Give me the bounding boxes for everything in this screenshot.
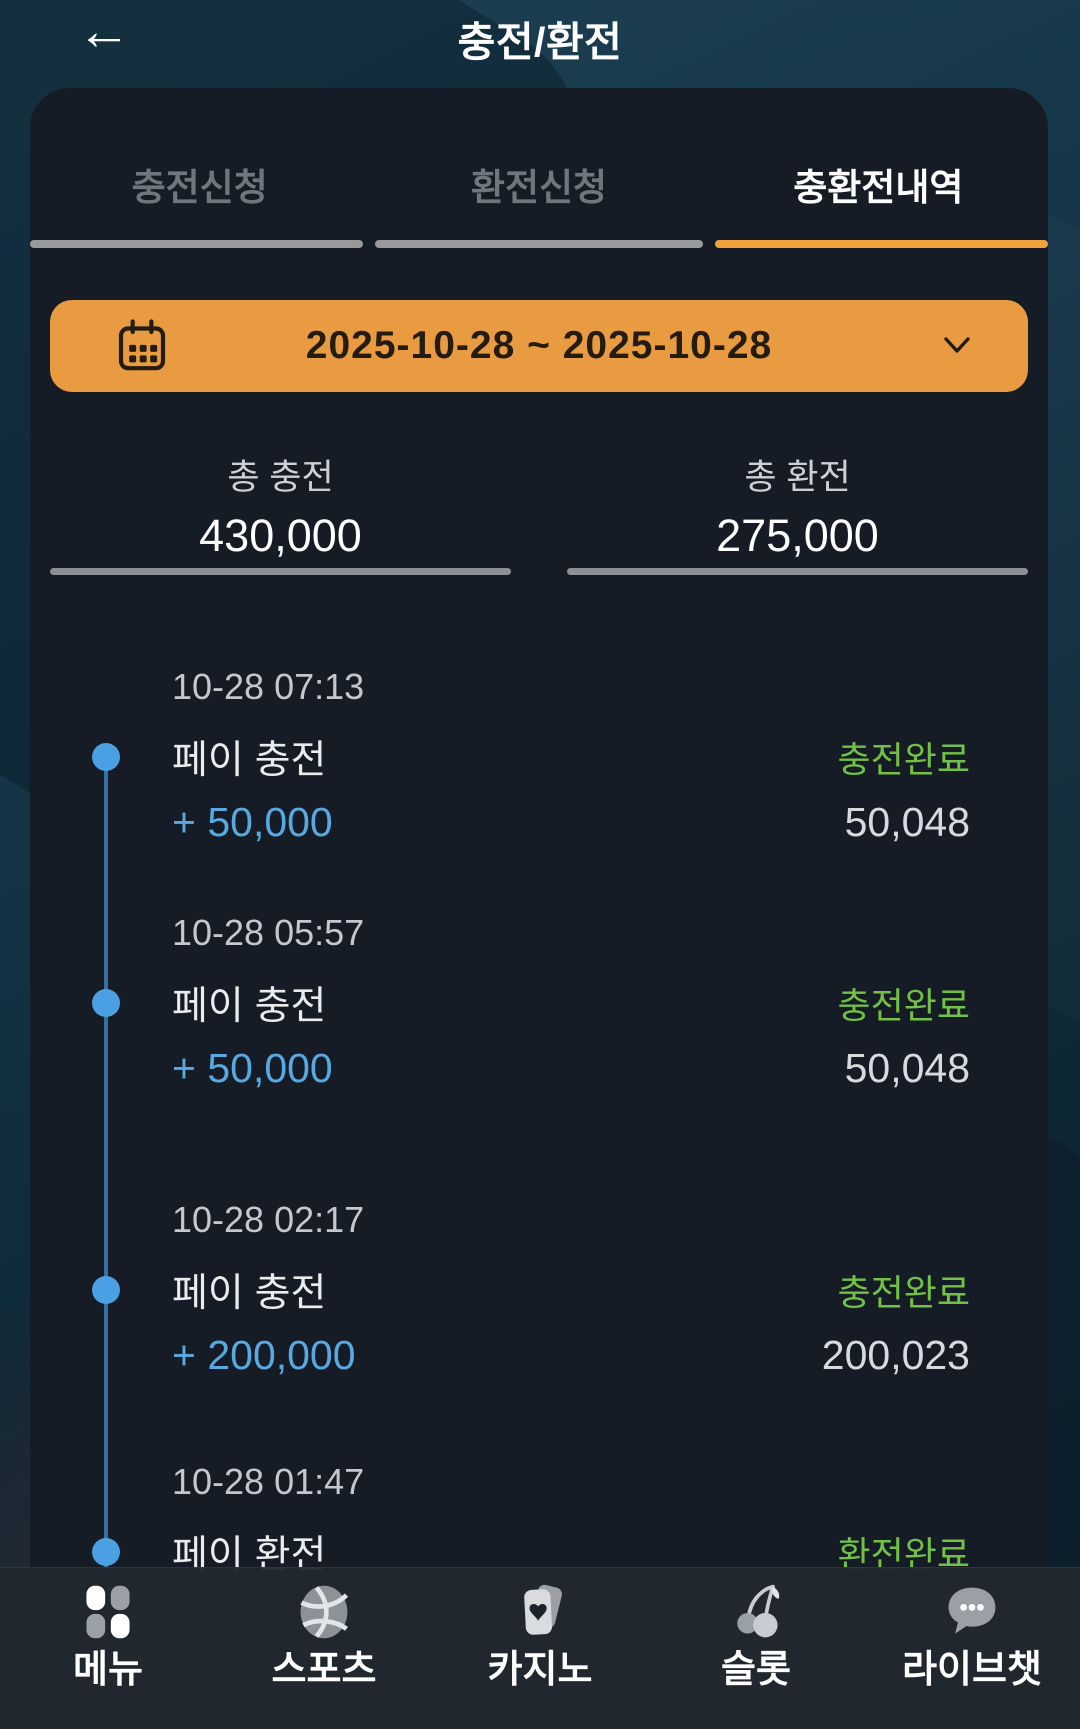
- transaction-item: 10-28 01:47 페이 환전 환전완료: [30, 1459, 1048, 1577]
- total-withdraw-value: 275,000: [716, 510, 879, 561]
- tab-label: 충전신청: [131, 167, 268, 208]
- tab-bar: 충전신청 환전신청 충환전내역: [30, 88, 1048, 248]
- tab-underline: [714, 240, 1048, 248]
- transaction-balance: 50,048: [844, 1044, 970, 1091]
- back-button[interactable]: ←: [64, 0, 144, 68]
- timeline-dot: [92, 743, 120, 771]
- arrow-left-icon: ←: [77, 1, 131, 61]
- tab-history[interactable]: 충환전내역: [709, 88, 1048, 248]
- nav-item-casino[interactable]: 카지노: [432, 1568, 648, 1692]
- transaction-status: 충전완료: [837, 1272, 970, 1313]
- transaction-amount: + 50,000: [172, 1044, 333, 1091]
- basketball-icon: [300, 1585, 349, 1639]
- date-range-selector[interactable]: 2025-10-28 ~ 2025-10-28: [50, 300, 1028, 392]
- total-deposit-label: 총 충전: [227, 458, 334, 497]
- transaction-amount: + 200,000: [172, 1331, 356, 1378]
- header: ← 충전/환전: [0, 0, 1080, 88]
- timeline-line: [104, 756, 108, 1574]
- total-deposit-value: 430,000: [199, 510, 362, 561]
- nav-label: 메뉴: [73, 1649, 143, 1691]
- transaction-status: 충전완료: [837, 985, 970, 1026]
- transaction-time: 10-28 05:57: [172, 912, 365, 953]
- transaction-time: 10-28 07:13: [172, 666, 365, 707]
- playing-cards-icon: [524, 1584, 562, 1635]
- nav-label: 카지노: [487, 1649, 593, 1691]
- tab-withdraw-request[interactable]: 환전신청: [369, 88, 708, 248]
- transaction-item: 10-28 05:57 페이 충전 충전완료 + 50,000 50,048: [30, 910, 1048, 1092]
- total-deposit-column: 총 충전 430,000: [50, 456, 511, 575]
- bottom-navigation: 메뉴 스포츠 카지노: [0, 1567, 1080, 1729]
- nav-label: 라이브챗: [902, 1649, 1042, 1691]
- transaction-time: 10-28 01:47: [172, 1461, 365, 1502]
- chevron-down-icon: [944, 337, 970, 353]
- nav-item-slots[interactable]: 슬롯: [648, 1568, 864, 1692]
- transaction-list[interactable]: 10-28 07:13 페이 충전 충전완료 + 50,000 50,048 1…: [30, 664, 1048, 1729]
- summary-divider: [50, 568, 511, 575]
- cherries-icon: [737, 1584, 780, 1638]
- summary-divider: [567, 568, 1028, 575]
- transaction-status: 충전완료: [837, 739, 970, 780]
- tab-underline: [375, 240, 703, 248]
- transaction-title: 페이 충전: [172, 739, 327, 782]
- total-withdraw-column: 총 환전 275,000: [567, 456, 1028, 575]
- main-card: 충전신청 환전신청 충환전내역: [30, 88, 1048, 1729]
- date-range-text: 2025-10-28 ~ 2025-10-28: [305, 324, 773, 367]
- tab-label: 충환전내역: [793, 167, 964, 208]
- timeline-dot: [92, 989, 120, 1017]
- transaction-title: 페이 충전: [172, 985, 327, 1028]
- transaction-item: 10-28 02:17 페이 충전 충전완료 + 200,000 200,023: [30, 1197, 1048, 1379]
- chat-bubble-icon: [948, 1587, 996, 1634]
- transaction-amount: + 50,000: [172, 798, 333, 845]
- tab-deposit-request[interactable]: 충전신청: [30, 88, 369, 248]
- tab-underline: [30, 240, 364, 248]
- summary-section: 총 충전 430,000 총 환전 275,000: [30, 456, 1048, 575]
- nav-label: 스포츠: [271, 1649, 377, 1691]
- nav-item-sports[interactable]: 스포츠: [216, 1568, 432, 1692]
- nav-item-menu[interactable]: 메뉴: [0, 1568, 216, 1692]
- nav-item-livechat[interactable]: 라이브챗: [864, 1568, 1080, 1692]
- nav-label: 슬롯: [721, 1649, 791, 1691]
- transaction-title: 페이 충전: [172, 1272, 327, 1315]
- page-title: 충전/환전: [457, 19, 623, 65]
- transaction-balance: 50,048: [844, 798, 970, 845]
- total-withdraw-label: 총 환전: [744, 458, 851, 497]
- transaction-balance: 200,023: [821, 1331, 970, 1378]
- transaction-item: 10-28 07:13 페이 충전 충전완료 + 50,000 50,048: [30, 664, 1048, 846]
- calendar-icon: [118, 319, 166, 371]
- transaction-time: 10-28 02:17: [172, 1199, 365, 1240]
- timeline-dot: [92, 1276, 120, 1304]
- timeline-dot: [92, 1538, 120, 1566]
- menu-grid-icon: [86, 1585, 130, 1639]
- tab-label: 환전신청: [470, 167, 608, 208]
